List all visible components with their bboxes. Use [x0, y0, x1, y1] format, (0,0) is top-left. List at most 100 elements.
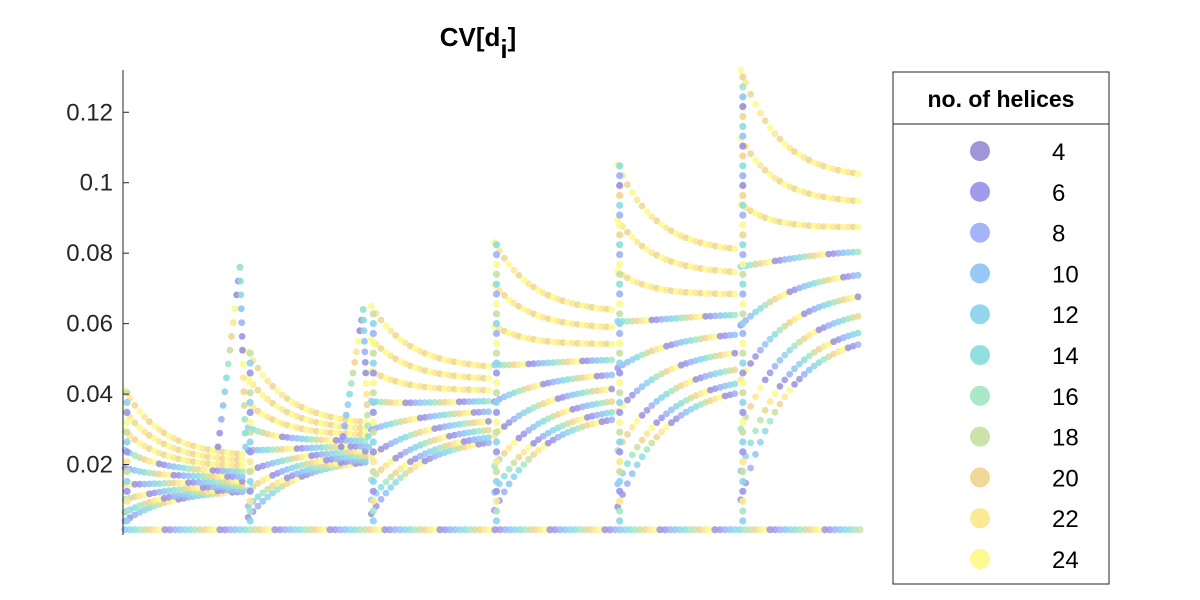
- data-point: [322, 428, 330, 436]
- data-point: [598, 323, 606, 330]
- data-point: [731, 245, 739, 253]
- data-point: [254, 480, 262, 487]
- data-point: [377, 445, 385, 453]
- data-point: [554, 358, 562, 366]
- data-point: [608, 356, 616, 364]
- data-point: [377, 398, 385, 406]
- data-point: [564, 358, 572, 366]
- data-point: [246, 477, 254, 486]
- data-point: [510, 361, 518, 369]
- data-point: [766, 124, 774, 131]
- data-point: [697, 313, 705, 321]
- data-point: [593, 372, 601, 380]
- data-point: [361, 526, 369, 534]
- data-point: [616, 398, 624, 407]
- data-point: [616, 477, 624, 486]
- data-point: [318, 451, 325, 458]
- data-point: [259, 497, 267, 505]
- data-point: [810, 222, 818, 230]
- data-point: [616, 369, 624, 377]
- legend-title: no. of helices: [928, 86, 1075, 112]
- data-point: [246, 497, 254, 505]
- data-point: [854, 271, 862, 279]
- data-point: [716, 290, 724, 298]
- data-point: [216, 526, 224, 534]
- y-tick-label: 0.02: [66, 452, 113, 479]
- data-point: [136, 526, 144, 534]
- data-point: [776, 357, 784, 364]
- data-point: [825, 250, 833, 258]
- data-point: [781, 322, 789, 330]
- data-point: [739, 280, 747, 288]
- data-point: [475, 374, 483, 382]
- data-point: [369, 359, 377, 367]
- data-point: [535, 446, 542, 454]
- data-point: [238, 477, 246, 485]
- data-point: [240, 374, 247, 382]
- data-point: [341, 422, 348, 430]
- data-point: [214, 478, 222, 486]
- data-point: [739, 221, 747, 229]
- data-point: [505, 444, 513, 452]
- data-point: [318, 444, 325, 451]
- data-point: [854, 197, 862, 205]
- data-point: [500, 361, 508, 369]
- data-point: [731, 290, 739, 298]
- data-point: [224, 467, 231, 475]
- data-point: [806, 526, 814, 534]
- data-point: [229, 319, 237, 326]
- data-point: [246, 468, 254, 476]
- data-point: [204, 472, 212, 480]
- data-point: [707, 290, 714, 297]
- data-point: [492, 241, 501, 249]
- data-point: [387, 327, 395, 335]
- data-point: [530, 283, 537, 291]
- y-tick-label: 0.04: [66, 381, 113, 408]
- data-point: [771, 408, 779, 416]
- data-point: [616, 428, 624, 436]
- data-point: [616, 191, 624, 199]
- data-point: [238, 450, 246, 458]
- data-point: [470, 386, 478, 394]
- data-point: [800, 335, 808, 342]
- data-point: [228, 333, 235, 340]
- data-point: [739, 290, 747, 298]
- data-point: [593, 322, 601, 330]
- data-point: [586, 526, 594, 534]
- data-point: [492, 300, 501, 308]
- data-point: [357, 431, 364, 438]
- data-point: [526, 526, 534, 534]
- data-point: [392, 479, 400, 486]
- data-point: [471, 526, 479, 534]
- data-point: [752, 427, 759, 435]
- data-point: [211, 526, 219, 534]
- data-point: [701, 526, 709, 534]
- data-point: [455, 386, 463, 393]
- data-point: [369, 398, 377, 407]
- data-point: [603, 305, 611, 313]
- data-point: [515, 272, 523, 279]
- data-point: [530, 423, 537, 431]
- data-point: [131, 419, 139, 427]
- data-point: [219, 473, 227, 480]
- data-point: [849, 223, 857, 231]
- data-point: [246, 398, 254, 407]
- data-point: [186, 526, 194, 534]
- data-point: [219, 402, 227, 409]
- data-point: [264, 377, 272, 385]
- data-point: [397, 336, 404, 343]
- legend-items: 4 6 8 10 12 14 16 18 20 22 24: [970, 139, 1079, 574]
- data-point: [392, 469, 400, 476]
- data-point: [596, 526, 604, 534]
- data-point: [367, 302, 375, 310]
- data-point: [726, 526, 734, 534]
- data-point: [431, 384, 439, 392]
- legend-label: 8: [1052, 221, 1065, 248]
- data-point: [776, 400, 784, 408]
- data-point: [141, 480, 148, 488]
- data-point: [624, 460, 631, 467]
- data-point: [293, 435, 301, 442]
- data-point: [224, 478, 231, 485]
- data-point: [571, 526, 579, 534]
- data-point: [751, 526, 759, 534]
